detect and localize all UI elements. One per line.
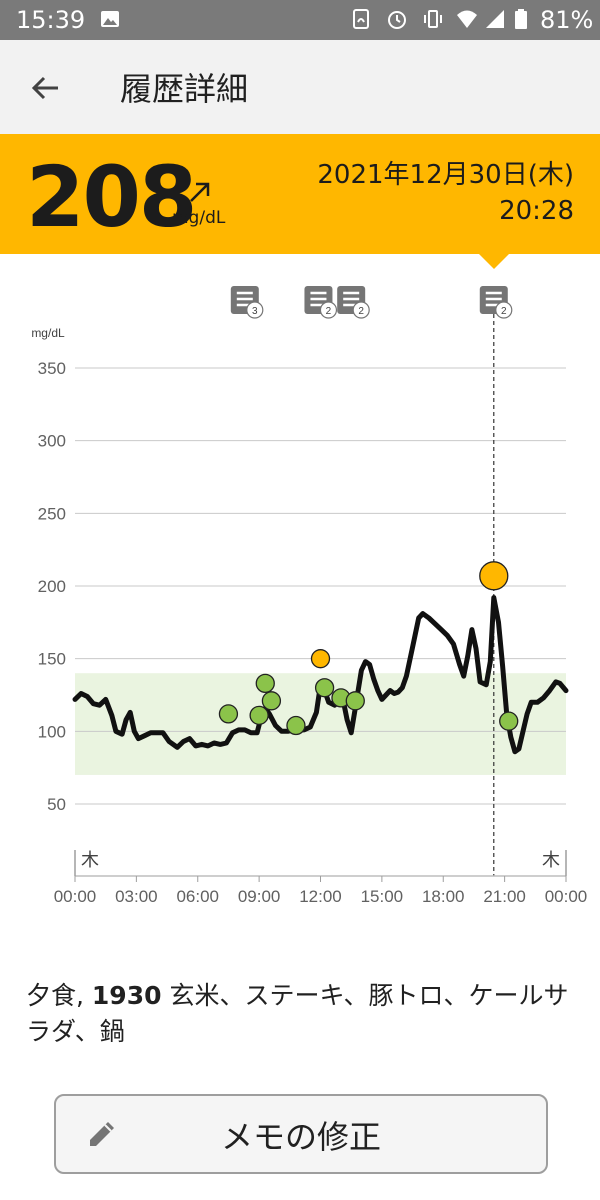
note-icon[interactable]: 2 xyxy=(337,286,370,319)
note-count: 2 xyxy=(358,306,364,317)
day-label: 木 xyxy=(81,850,99,870)
x-tick-label: 03:00 xyxy=(115,887,158,906)
note-icon[interactable]: 2 xyxy=(479,286,513,319)
green-marker[interactable] xyxy=(255,673,275,694)
green-marker[interactable] xyxy=(218,704,239,724)
note-icon[interactable]: 3 xyxy=(230,286,264,319)
battery-percent: 81% xyxy=(540,6,594,34)
reading-date: 2021年12月30日(木) xyxy=(317,160,574,190)
green-marker[interactable] xyxy=(345,691,365,711)
x-tick-label: 18:00 xyxy=(422,887,465,906)
battery-icon xyxy=(515,9,527,29)
green-marker[interactable] xyxy=(314,678,335,698)
note-count: 2 xyxy=(501,306,507,317)
note-count-badge xyxy=(319,301,338,319)
x-axis xyxy=(74,850,567,877)
y-tick-label: 250 xyxy=(38,504,66,523)
arrow-up-right-icon xyxy=(190,182,210,202)
page-title: 履歴詳細 xyxy=(120,70,249,108)
orange-marker[interactable] xyxy=(310,649,331,669)
y-tick-label: 50 xyxy=(47,795,66,814)
y-tick-label: 100 xyxy=(38,722,66,741)
reading-banner: 208 mg/dL 2021年12月30日(木) 20:28 xyxy=(0,134,600,254)
y-axis-label: mg/dL xyxy=(31,326,65,340)
day-label: 木 xyxy=(542,850,560,870)
back-arrow-icon[interactable] xyxy=(26,68,66,108)
orange-marker[interactable] xyxy=(479,561,509,591)
chart-markers xyxy=(218,561,519,736)
green-marker[interactable] xyxy=(286,715,306,736)
memo-content: 玄米、ステーキ、豚トロ、ケールサラダ、鍋 xyxy=(26,981,569,1046)
x-tick-label: 09:00 xyxy=(238,887,281,906)
banner-pointer xyxy=(479,254,509,269)
y-axis-ticks: 50 100 150 200 250 300 350 xyxy=(38,359,66,814)
green-marker[interactable] xyxy=(261,691,282,711)
status-time: 15:39 xyxy=(16,6,86,34)
x-tick-label: 12:00 xyxy=(299,887,342,906)
glucose-chart[interactable]: 50 100 150 200 250 300 350 mg/dL 3 2 2 2 00:00 03:… xyxy=(0,270,600,920)
image-icon xyxy=(101,11,119,27)
app-bar: 履歴詳細 xyxy=(0,40,600,134)
x-tick-label: 21:00 xyxy=(483,887,526,906)
note-count-badge xyxy=(495,301,513,319)
status-bar: 15:39 81% xyxy=(0,0,600,40)
vibrate-icon xyxy=(424,10,442,28)
alarm-icon xyxy=(388,11,406,29)
wifi-icon xyxy=(457,10,477,28)
glucose-unit: mg/dL xyxy=(172,208,226,228)
nfc-icon xyxy=(353,9,369,29)
day-labels: 木木 xyxy=(81,850,560,870)
x-tick-label: 15:00 xyxy=(361,887,404,906)
note-count-badge xyxy=(352,301,370,319)
y-tick-label: 300 xyxy=(38,432,66,451)
memo-time: 1930 xyxy=(91,981,162,1010)
memo-text: 夕食, 1930 玄米、ステーキ、豚トロ、ケールサラダ、鍋 xyxy=(26,978,576,1050)
reading-time: 20:28 xyxy=(499,196,574,226)
x-tick-label: 00:00 xyxy=(54,887,97,906)
x-tick-label: 06:00 xyxy=(176,887,219,906)
note-icon[interactable]: 2 xyxy=(304,286,338,319)
green-marker[interactable] xyxy=(499,711,519,731)
signal-icon xyxy=(486,10,504,28)
y-tick-label: 200 xyxy=(38,577,66,596)
x-axis-ticks: 00:00 03:00 06:00 09:00 12:00 15:00 18:00 21:00… xyxy=(54,876,588,906)
y-tick-label: 350 xyxy=(38,359,66,378)
green-marker[interactable] xyxy=(249,705,269,725)
glucose-value: 208 xyxy=(26,148,197,246)
note-count: 2 xyxy=(326,306,332,317)
note-count-badge xyxy=(246,301,264,319)
x-tick-label: 00:00 xyxy=(545,887,588,906)
edit-memo-label: メモの修正 xyxy=(220,1118,381,1156)
y-tick-label: 150 xyxy=(38,650,66,669)
note-count: 3 xyxy=(252,306,258,317)
memo-meal: 夕食, xyxy=(26,981,84,1010)
note-icons: 3 2 2 2 xyxy=(230,286,513,319)
edit-memo-button[interactable]: メモの修正 xyxy=(54,1094,548,1174)
pencil-icon xyxy=(90,1122,114,1146)
